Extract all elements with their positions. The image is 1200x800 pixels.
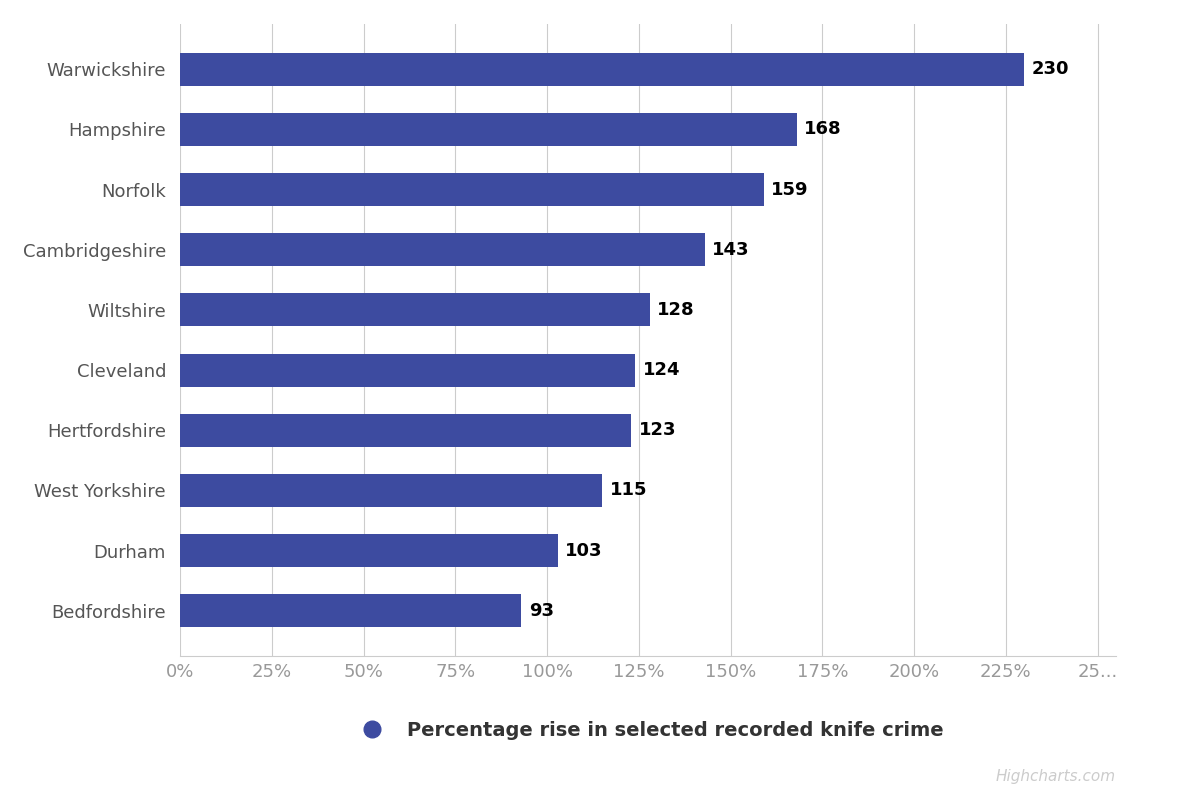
Bar <box>180 414 631 446</box>
Bar <box>180 113 797 146</box>
Text: 159: 159 <box>770 181 809 198</box>
Text: 143: 143 <box>713 241 750 258</box>
Bar <box>180 354 635 386</box>
Bar <box>180 594 521 627</box>
Bar <box>180 534 558 567</box>
Text: 230: 230 <box>1032 60 1069 78</box>
Bar <box>180 294 650 326</box>
Bar <box>180 234 704 266</box>
Text: Highcharts.com: Highcharts.com <box>996 769 1116 784</box>
Text: 123: 123 <box>638 422 677 439</box>
Text: 168: 168 <box>804 121 841 138</box>
Text: 103: 103 <box>565 542 602 559</box>
Text: 124: 124 <box>642 361 680 379</box>
Text: 128: 128 <box>658 301 695 319</box>
Bar <box>180 53 1025 86</box>
Text: 115: 115 <box>610 482 647 499</box>
Text: 93: 93 <box>529 602 553 620</box>
Bar <box>180 173 763 206</box>
Legend: Percentage rise in selected recorded knife crime: Percentage rise in selected recorded kni… <box>344 713 952 747</box>
Bar <box>180 474 602 507</box>
